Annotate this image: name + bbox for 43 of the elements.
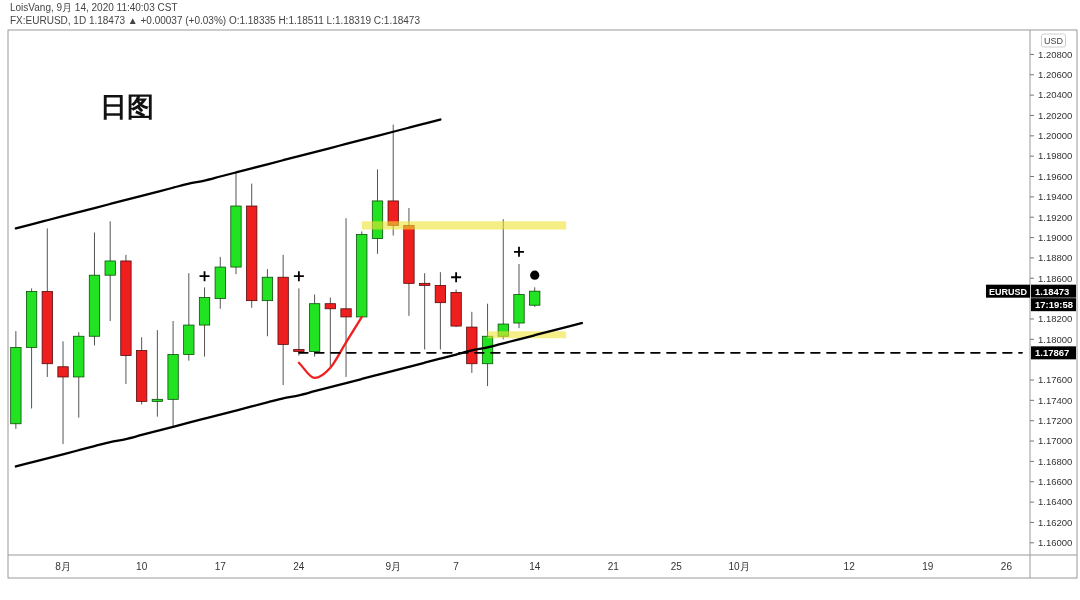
y-tick-label: 1.18200 [1038,313,1073,325]
y-axis-title: USD [1041,33,1066,48]
y-tick-label: 1.20800 [1038,48,1073,60]
y-tick-label: 1.16000 [1038,537,1073,549]
y-tick-label: 1.19200 [1038,211,1073,223]
x-tick-label: 14 [529,561,541,572]
y-tick-label: 1.18600 [1038,272,1073,284]
y-tick-label: 1.20000 [1038,130,1073,142]
y-tick-label: 1.18800 [1038,252,1073,264]
x-tick-label: 10月 [728,561,750,572]
y-tick-label: 1.17600 [1038,374,1073,386]
y-tick-label: 1.20600 [1038,69,1073,81]
text: FX:EURUSD, 1D 1.18473 ▲ +0.00037 (+0.03%) O:1.18335 H:1.18511 L:1.18319 C:1.18473 [10,14,421,26]
y-tick-label: 1.19600 [1038,170,1073,182]
x-tick-label: 19 [922,561,934,572]
x-tick-label: 25 [670,561,683,572]
x-tick-label: 21 [607,561,620,572]
y-tick-label: 1.20200 [1038,109,1073,121]
series-label: 1.17867 [1035,347,1070,359]
x-tick-label: 24 [293,561,305,572]
x-tick-label: 17 [214,561,227,572]
text: LoisVang, 9月 14, 2020 11:40:03 CST [10,2,178,13]
x-tick-label: 7 [453,561,460,572]
x-tick-label: 8月 [55,561,71,572]
series-label: 1.17867 [1031,346,1076,360]
x-tick-label: 12 [843,561,856,572]
x-tick-label: 10 [136,561,148,572]
y-tick-label: 1.19800 [1038,150,1073,162]
y-tick-label: 1.16800 [1038,455,1073,467]
y-tick-label: 1.16400 [1038,496,1073,508]
y-tick-label: 1.19400 [1038,191,1073,203]
y-tick-label: 1.19000 [1038,231,1073,243]
x-tick-label: 26 [1000,561,1013,572]
countdown-tag: 17:19:58 [1031,298,1076,312]
x-tick-label: 9月 [385,561,401,572]
text: 日图 [100,92,154,122]
y-tick-label: 1.18000 [1038,333,1073,345]
y-tick-label: 1.17400 [1038,394,1073,406]
y-tick-label: 1.16600 [1038,476,1073,488]
y-tick-label: 1.17000 [1038,435,1073,447]
y-tick-label: 1.20400 [1038,89,1073,101]
y-tick-label: 1.17200 [1038,415,1073,426]
y-tick-label: 1.16200 [1038,516,1073,528]
